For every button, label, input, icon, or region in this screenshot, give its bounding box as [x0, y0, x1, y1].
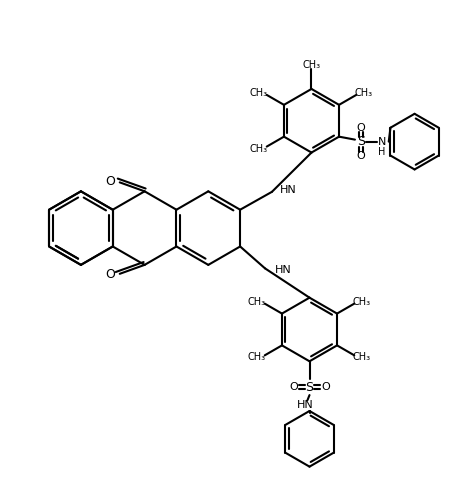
Text: CH₃: CH₃: [353, 352, 371, 362]
Text: S: S: [357, 135, 365, 148]
Text: CH₃: CH₃: [248, 352, 266, 362]
Text: CH₃: CH₃: [248, 297, 266, 306]
Text: CH₃: CH₃: [250, 143, 268, 154]
Text: CH₃: CH₃: [353, 297, 371, 306]
Text: HN: HN: [280, 185, 297, 195]
Text: HN: HN: [275, 265, 292, 275]
Text: H: H: [378, 146, 386, 157]
Text: N: N: [377, 137, 386, 146]
Text: CH₃: CH₃: [250, 88, 268, 98]
Text: O: O: [356, 122, 365, 133]
Text: O: O: [321, 382, 330, 392]
Text: CH₃: CH₃: [355, 88, 373, 98]
Text: CH₃: CH₃: [302, 60, 321, 70]
Text: O: O: [105, 175, 115, 188]
Text: O: O: [289, 382, 298, 392]
Text: HN: HN: [297, 400, 314, 410]
Text: S: S: [305, 381, 314, 394]
Text: O: O: [105, 268, 115, 281]
Text: O: O: [356, 150, 365, 161]
